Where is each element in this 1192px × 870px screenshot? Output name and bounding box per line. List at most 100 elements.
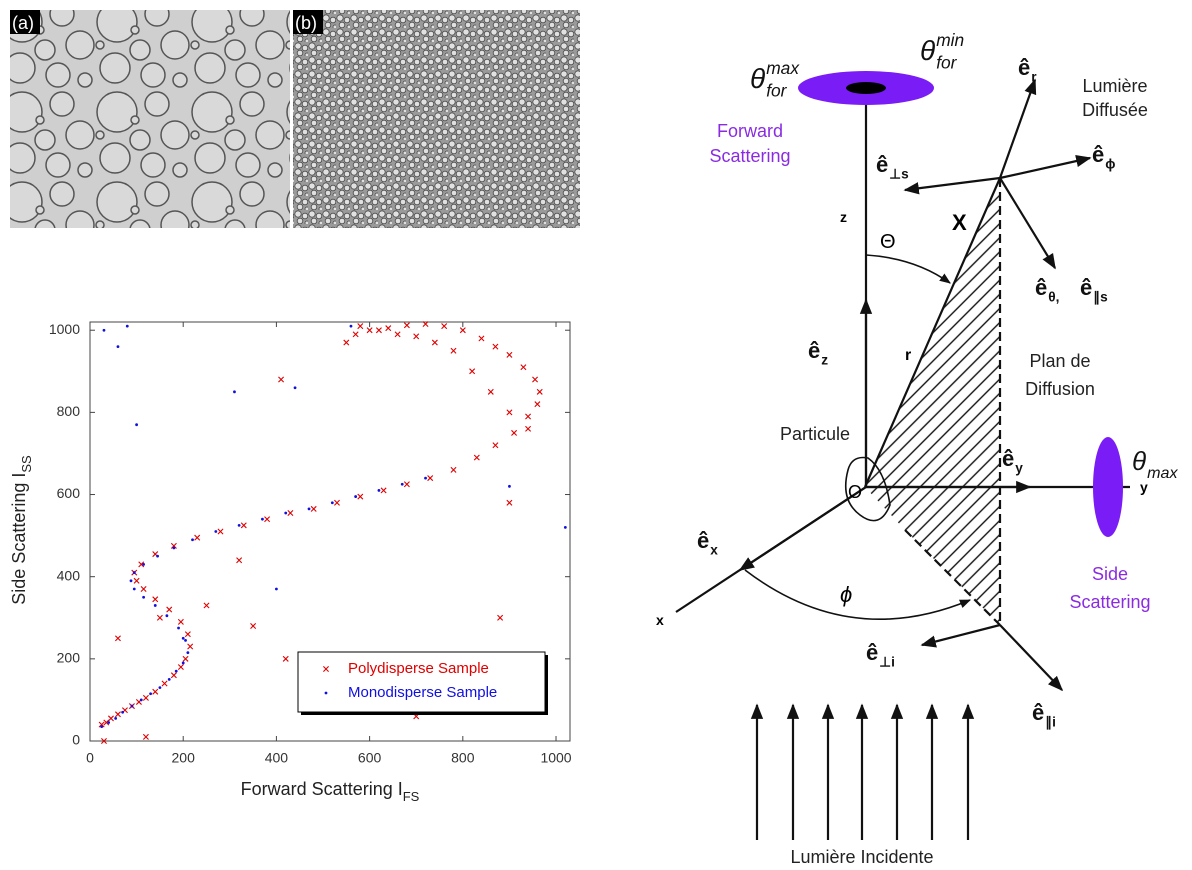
data-point <box>184 631 191 638</box>
theta-symbol: Θ <box>880 231 896 253</box>
axis-y: y <box>1140 479 1148 495</box>
data-point <box>181 636 185 640</box>
data-point <box>130 704 134 708</box>
data-point <box>149 692 152 696</box>
panel-label: (a) <box>12 13 34 33</box>
y-tick-label: 1000 <box>49 321 80 337</box>
math-symbol: ê <box>866 640 878 665</box>
data-point <box>413 333 420 340</box>
data-point <box>156 554 159 558</box>
y-tick-label: 600 <box>57 485 81 501</box>
data-point <box>182 655 189 662</box>
forward-detector-hole <box>846 82 886 94</box>
forward-label: Scattering <box>709 146 790 166</box>
micrograph-a <box>10 10 290 228</box>
data-point <box>139 698 143 702</box>
data-point <box>156 614 163 621</box>
data-point <box>184 638 187 642</box>
math-sup: min <box>936 30 964 50</box>
scattering-plane: Diffusion <box>1025 379 1095 399</box>
data-point <box>424 476 427 480</box>
data-point <box>506 351 513 358</box>
math-symbol: ê <box>808 338 820 363</box>
math-sub: r <box>1031 70 1037 85</box>
data-point <box>385 325 392 332</box>
forward-label: Forward <box>717 121 783 141</box>
data-point <box>116 345 120 349</box>
data-point <box>102 328 106 332</box>
data-point <box>98 721 105 728</box>
data-point <box>380 487 387 494</box>
math-symbol: θ <box>1132 446 1146 476</box>
data-point <box>536 388 543 395</box>
data-point <box>264 516 271 523</box>
data-point <box>170 542 177 549</box>
data-point <box>343 339 350 346</box>
data-point <box>508 484 511 488</box>
x-tick-label: 600 <box>358 750 382 766</box>
data-point <box>158 686 162 689</box>
x-tick-label: 1000 <box>540 750 571 766</box>
data-point <box>278 376 285 383</box>
data-point <box>142 694 149 701</box>
math-sub: x <box>710 543 718 558</box>
data-point <box>142 733 149 740</box>
data-point <box>240 522 247 529</box>
data-point <box>167 677 171 681</box>
data-point <box>233 390 236 394</box>
diagram-lines <box>675 78 1130 840</box>
data-point <box>174 669 178 673</box>
data-point <box>161 680 168 687</box>
side-detector <box>1093 437 1123 537</box>
data-point <box>107 721 111 724</box>
data-point <box>138 561 145 568</box>
data-point <box>217 528 224 535</box>
data-point <box>534 401 541 408</box>
data-point <box>497 614 504 621</box>
panel-tag-bg <box>293 10 323 34</box>
particle-label: Particule <box>780 424 850 444</box>
scattering-plane: Plan de <box>1029 351 1090 371</box>
math-sub: z <box>821 353 828 368</box>
data-point <box>107 715 114 722</box>
scattered-light: Diffusée <box>1082 100 1148 120</box>
y-tick-label: 400 <box>57 567 81 583</box>
data-point <box>459 327 466 334</box>
r-symbol: r <box>905 347 911 364</box>
data-point <box>214 530 218 533</box>
phi-symbol: ϕ <box>840 582 852 607</box>
incident-light: Lumière Incidente <box>790 847 933 867</box>
data-point <box>132 571 136 574</box>
x-tick-label: 200 <box>172 750 196 766</box>
legend-marker <box>324 691 328 695</box>
math-sub: for <box>766 80 787 100</box>
plot-frame <box>89 321 571 742</box>
data-point <box>441 323 448 330</box>
math-symbol: θ <box>920 35 935 66</box>
data-point <box>525 413 532 420</box>
y-axis-label: Side Scattering ISS <box>9 455 34 605</box>
math-sub: ϕ <box>1105 157 1115 172</box>
panel-tag-bg <box>10 10 40 34</box>
data-point <box>525 425 532 432</box>
data-point <box>140 586 147 592</box>
side-label: Side <box>1092 564 1128 584</box>
data-point <box>177 626 180 630</box>
data-point <box>349 324 353 328</box>
data-point <box>129 579 133 583</box>
data-point <box>261 517 264 521</box>
data-point <box>357 323 364 330</box>
data-point <box>237 523 241 527</box>
math-sub: max <box>1147 464 1178 482</box>
data-point <box>469 368 476 375</box>
data-point <box>186 651 190 655</box>
data-point <box>153 604 157 607</box>
x-tick-label: 400 <box>265 750 289 766</box>
math-sub: y <box>1015 461 1023 476</box>
y-axis-label-text: Side Scattering I <box>9 473 29 605</box>
math-symbol: ê <box>876 152 888 177</box>
math-sub: ⊥s <box>889 167 909 182</box>
data-point <box>330 501 334 505</box>
y-tick-label: 0 <box>72 732 80 748</box>
